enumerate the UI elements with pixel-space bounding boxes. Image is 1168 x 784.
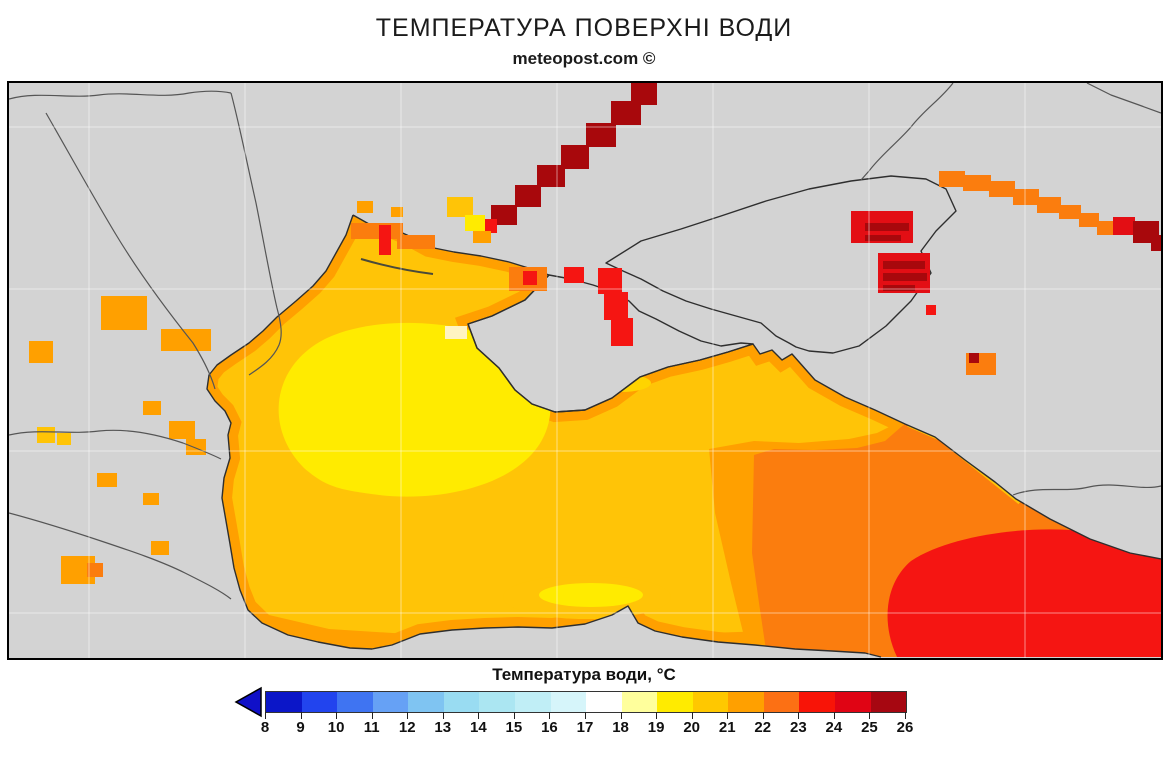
colorbar-tick-label: 11 [363,719,380,736]
colorbar-tick-label: 19 [647,719,665,736]
colorbar-tick [407,712,409,719]
krasnodar-reservoir [926,305,996,375]
west-gyre-yellow-patch [278,322,551,497]
karkinit-hot-spot [509,267,547,291]
sea-temperature-map [7,81,1163,660]
colorbar-segment [408,692,444,712]
map-canvas [9,83,1161,658]
colorbar-tick [691,712,693,719]
colorbar-tick-label: 22 [754,719,772,736]
colorbar-segment [835,692,871,712]
colorbar-tick-label: 17 [576,719,594,736]
colorbar-tick [620,712,622,719]
colorbar-tick-label: 10 [327,719,345,736]
dnipro-buh-estuary [351,201,435,255]
colorbar-tick-label: 18 [612,719,629,736]
colorbar-tick [833,712,835,719]
colorbar-segment [621,692,658,712]
colorbar-tick-label: 15 [505,719,523,736]
tendra-spit [360,258,434,275]
dnipro-river-hot-squiggle [447,83,657,243]
azov-hotspots [851,211,930,293]
colorbar-segment [692,692,729,712]
colorbar-axis: 8 9 10 11 12 13 14 15 16 17 18 19 20 21 22 23 24 25 26 [261,712,913,738]
colorbar-tick [300,712,302,719]
colorbar-tick [371,712,373,719]
henichesk-hot-strip [564,267,633,346]
colorbar-tick-label: 14 [469,719,487,736]
colorbar-tick-label: 12 [398,719,416,736]
colorbar-tick-label: 13 [434,719,452,736]
colorbar-segment [586,692,622,712]
colorbar-segment [443,692,480,712]
colorbar-tick [585,712,586,719]
colorbar-tick [478,712,480,719]
colorbar-segment [657,692,693,712]
crimea-pale-patch [445,326,467,339]
colorbar-segment [337,692,373,712]
sinop-yellow-spot [539,583,643,607]
southeast-warm-blob [887,529,1161,657]
colorbar-tick-label: 21 [718,719,736,736]
colorbar-tick [798,712,800,719]
colorbar-segment [372,692,409,712]
colorbar-segment [870,692,907,712]
colorbar-segment [479,692,515,712]
colorbar-tick [727,712,729,719]
colorbar-segment [301,692,338,712]
colorbar-tick-label: 16 [541,719,558,736]
colorbar-tick [513,712,515,719]
colorbar-tick [905,712,906,719]
colorbar-tick [442,712,444,719]
colorbar-tick-label: 25 [861,719,878,736]
colorbar-tick [656,712,658,719]
colorbar-segment [763,692,800,712]
credit-line: meteopost.com © [512,49,656,68]
colorbar-tick [265,712,266,719]
colorbar-tick-label: 24 [825,719,843,736]
colorbar-segment [550,692,587,712]
colorbar-tick [869,712,871,719]
colorbar-underflow-arrow [233,686,263,723]
colorbar-tick-label: 26 [896,719,914,736]
colorbar-tick-label: 8 [260,719,270,736]
colorbar-segment [799,692,835,712]
colorbar-title: Температура води, °С [492,665,676,684]
left-arrow-icon [234,686,262,718]
page-title: ТЕМПЕРАТУРА ПОВЕРХНІ ВОДИ [375,14,793,42]
don-river-arc [939,171,1161,251]
colorbar-tick-label: 20 [683,719,700,736]
colorbar-tick [549,712,551,719]
colorbar-tick-label: 9 [296,719,305,736]
colorbar-tick-label: 23 [789,719,807,736]
graticule [9,83,1161,658]
colorbar-tick [336,712,338,719]
crimea-peninsula [467,274,754,413]
colorbar-tick [762,712,764,719]
colorbar [265,691,907,713]
colorbar-segment [728,692,764,712]
danube-lagoon-blocks [29,296,211,487]
colorbar-segment [514,692,551,712]
sea-of-azov [605,175,957,354]
colorbar-segment [266,692,302,712]
